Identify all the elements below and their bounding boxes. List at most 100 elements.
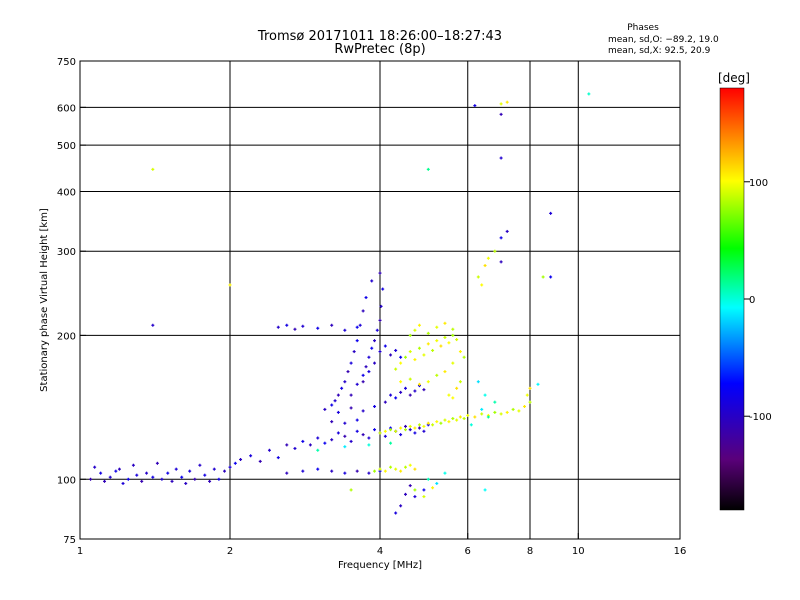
x-axis-label: Frequency [MHz] bbox=[338, 560, 422, 571]
data-point bbox=[285, 443, 289, 447]
data-point bbox=[367, 370, 371, 374]
data-point bbox=[443, 335, 447, 339]
data-point bbox=[439, 344, 443, 348]
data-point bbox=[476, 275, 480, 279]
data-point bbox=[355, 418, 359, 422]
data-point bbox=[422, 495, 426, 499]
data-point bbox=[426, 421, 430, 425]
data-point bbox=[417, 346, 421, 350]
data-point bbox=[480, 283, 484, 287]
data-point bbox=[364, 365, 368, 369]
data-point bbox=[145, 471, 149, 475]
data-point bbox=[499, 112, 503, 116]
data-point bbox=[383, 400, 387, 404]
data-point bbox=[389, 441, 393, 445]
data-point bbox=[160, 477, 164, 481]
data-point bbox=[188, 469, 192, 473]
colorbar-label: [deg] bbox=[718, 71, 750, 85]
data-point bbox=[451, 396, 455, 400]
chart-subtitle: RwPretec (8p) bbox=[334, 42, 425, 57]
data-point bbox=[389, 428, 393, 432]
data-point bbox=[349, 361, 353, 365]
data-point bbox=[549, 211, 553, 215]
data-point bbox=[103, 479, 107, 483]
data-point bbox=[426, 167, 430, 171]
legend-line-x: mean, sd,X: 92.5, 20.9 bbox=[608, 46, 711, 56]
data-point bbox=[451, 333, 455, 337]
data-point bbox=[316, 467, 320, 471]
data-point bbox=[443, 471, 447, 475]
data-point bbox=[403, 465, 407, 469]
data-point bbox=[403, 355, 407, 359]
data-point bbox=[330, 420, 334, 424]
data-point bbox=[355, 325, 359, 329]
data-point bbox=[451, 327, 455, 331]
data-point bbox=[208, 479, 212, 483]
data-point bbox=[483, 393, 487, 397]
data-point bbox=[499, 156, 503, 160]
data-point bbox=[166, 471, 170, 475]
data-point bbox=[408, 393, 412, 397]
data-point bbox=[293, 327, 297, 331]
data-point bbox=[413, 488, 417, 492]
data-point bbox=[228, 465, 232, 469]
colorbar-tick-label: -100 bbox=[749, 412, 772, 423]
data-point bbox=[373, 339, 377, 343]
data-point bbox=[399, 504, 403, 508]
data-point bbox=[431, 423, 435, 427]
data-point bbox=[276, 325, 280, 329]
data-point bbox=[135, 473, 139, 477]
data-point bbox=[399, 433, 403, 437]
data-point bbox=[493, 400, 497, 404]
data-point bbox=[417, 426, 421, 430]
x-tick-label: 1 bbox=[77, 546, 83, 557]
data-point bbox=[126, 477, 130, 481]
data-point bbox=[184, 481, 188, 485]
data-point bbox=[121, 481, 125, 485]
data-point bbox=[408, 424, 412, 428]
data-point bbox=[355, 469, 359, 473]
data-point bbox=[413, 495, 417, 499]
data-point bbox=[426, 331, 430, 335]
data-point bbox=[370, 279, 374, 283]
data-point bbox=[476, 380, 480, 384]
data-point bbox=[451, 361, 455, 365]
data-point bbox=[426, 477, 430, 481]
data-point bbox=[367, 436, 371, 440]
data-point bbox=[180, 475, 184, 479]
data-point bbox=[408, 377, 412, 381]
data-point bbox=[587, 92, 591, 96]
data-point bbox=[364, 296, 368, 300]
data-point bbox=[394, 511, 398, 515]
data-point bbox=[422, 488, 426, 492]
data-point bbox=[443, 321, 447, 325]
y-tick-label: 200 bbox=[57, 331, 76, 342]
data-point bbox=[131, 463, 135, 467]
data-point bbox=[333, 399, 337, 403]
data-point bbox=[473, 104, 477, 108]
data-point bbox=[499, 102, 503, 106]
data-point bbox=[379, 304, 383, 308]
data-point bbox=[493, 249, 497, 253]
data-point bbox=[349, 439, 353, 443]
data-point bbox=[394, 348, 398, 352]
data-point bbox=[480, 407, 484, 411]
data-point bbox=[499, 260, 503, 264]
data-point bbox=[443, 370, 447, 374]
data-point bbox=[336, 393, 340, 397]
data-point bbox=[431, 486, 435, 490]
data-point bbox=[435, 373, 439, 377]
data-point bbox=[285, 323, 289, 327]
data-point bbox=[383, 344, 387, 348]
data-point bbox=[151, 475, 155, 479]
data-point bbox=[316, 326, 320, 330]
data-point bbox=[525, 393, 529, 397]
data-point bbox=[330, 403, 334, 407]
data-point bbox=[394, 396, 398, 400]
data-point bbox=[413, 358, 417, 362]
data-point bbox=[370, 346, 374, 350]
data-point bbox=[228, 283, 232, 287]
data-point bbox=[483, 488, 487, 492]
data-point bbox=[447, 341, 451, 345]
data-point bbox=[399, 355, 403, 359]
